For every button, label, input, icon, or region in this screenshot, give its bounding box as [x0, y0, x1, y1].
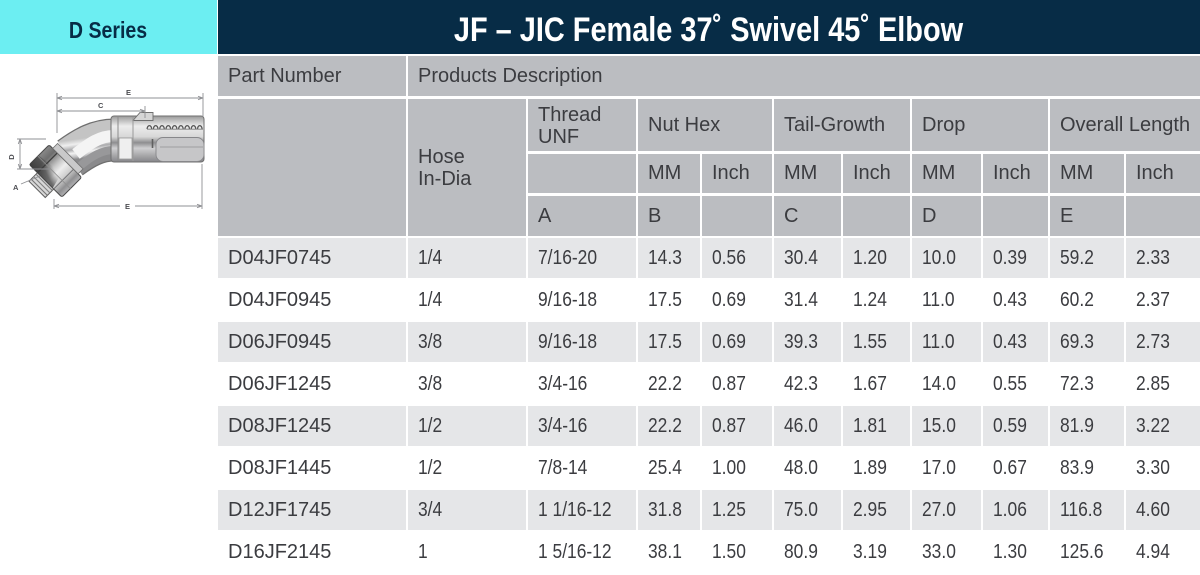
svg-text:E: E	[126, 88, 131, 97]
svg-text:A: A	[13, 183, 19, 192]
svg-text:E: E	[125, 202, 130, 211]
svg-text:D: D	[7, 154, 16, 160]
svg-text:C: C	[98, 101, 104, 110]
